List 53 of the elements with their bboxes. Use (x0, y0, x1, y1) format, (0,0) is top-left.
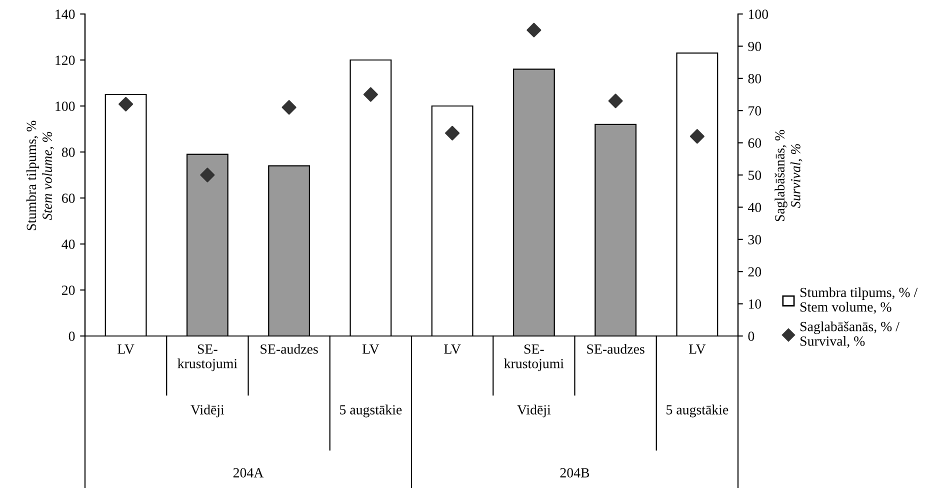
text: 204A (233, 468, 264, 478)
y2-tick-label: 50 (748, 170, 762, 180)
text: Vidēji (190, 404, 224, 418)
x-tick-label: LV (362, 344, 380, 354)
legend-label: Saglabāšanās, % / Survival, % (800, 321, 900, 348)
text: 5 augstākie (340, 404, 402, 418)
bar (431, 105, 474, 336)
y2-tick-label: 30 (748, 234, 762, 244)
y-tick-label: 120 (56, 56, 75, 65)
y2-axis-title: Saglabāšanās, % Survival, % (774, 130, 802, 222)
bar (268, 165, 310, 336)
bar (186, 154, 228, 336)
x-tick-label: LV (688, 344, 706, 354)
y-tick-label: 60 (62, 194, 75, 203)
bar (104, 94, 147, 336)
point (200, 168, 215, 182)
y-tick-label: 0 (68, 332, 75, 341)
y2-tick-label: 60 (748, 138, 762, 148)
y2-tick-label: 70 (748, 106, 762, 116)
x-tick-label: LV (444, 344, 461, 354)
y-tick-label: 100 (56, 102, 75, 111)
point (363, 87, 378, 102)
y2-tick-label: 40 (748, 202, 762, 212)
text: Vidēji (517, 404, 551, 418)
y-tick-label: 80 (62, 148, 75, 157)
point (118, 96, 134, 112)
x-tick-label: SE-audzes (260, 344, 318, 354)
bar (594, 124, 637, 336)
point (282, 100, 296, 115)
point (445, 126, 460, 140)
y-axis-title: Stumbra tilpums, % Stem volume, % (26, 120, 54, 230)
text: 204B (560, 468, 590, 478)
bar (676, 52, 718, 336)
y2-tick-label: 80 (748, 74, 762, 84)
y-tick-label: 40 (62, 240, 75, 249)
x-tick-label: SE-audzes (587, 344, 644, 354)
y2-tick-label: 20 (748, 267, 762, 277)
y2-tick-label: 100 (748, 10, 768, 19)
bar (350, 59, 392, 336)
point (608, 94, 623, 108)
point (526, 22, 542, 38)
x-tick-label: SE- krustojumi (504, 344, 564, 372)
y-tick-label: 140 (56, 10, 75, 19)
text: 5 augstākie (666, 404, 728, 418)
x-tick-label: SE- krustojumi (178, 344, 238, 372)
x-tick-label: LV (118, 344, 134, 354)
y2-tick-label: 0 (748, 332, 754, 341)
y-tick-label: 20 (62, 286, 75, 295)
bar (512, 68, 555, 336)
point (690, 129, 704, 144)
legend-label: Stumbra tilpums, % / Stem volume, % (800, 287, 918, 314)
y2-tick-label: 90 (748, 42, 762, 52)
y2-tick-label: 10 (748, 299, 762, 309)
